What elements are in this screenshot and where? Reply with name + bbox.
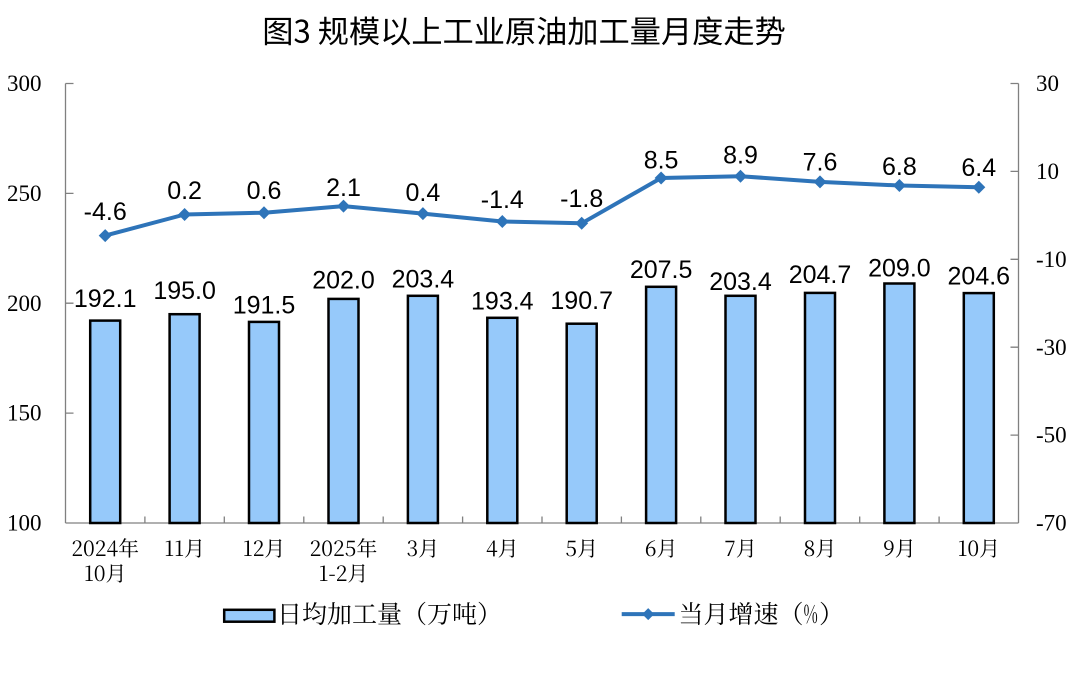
svg-text:-1.8: -1.8 xyxy=(560,185,603,213)
svg-text:191.5: 191.5 xyxy=(233,291,296,319)
svg-text:203.4: 203.4 xyxy=(392,265,455,293)
svg-text:150: 150 xyxy=(7,401,42,426)
svg-text:192.1: 192.1 xyxy=(74,285,137,313)
svg-text:2.1: 2.1 xyxy=(326,174,361,202)
svg-text:300: 300 xyxy=(7,71,42,96)
svg-text:-10: -10 xyxy=(1036,247,1067,272)
svg-text:250: 250 xyxy=(7,181,42,206)
svg-text:-70: -70 xyxy=(1036,511,1067,536)
svg-text:6.8: 6.8 xyxy=(882,153,917,181)
svg-text:-4.6: -4.6 xyxy=(84,198,127,226)
svg-text:-50: -50 xyxy=(1036,423,1067,448)
svg-text:-30: -30 xyxy=(1036,335,1067,360)
svg-text:8.5: 8.5 xyxy=(644,147,679,175)
svg-text:204.7: 204.7 xyxy=(789,261,852,289)
svg-text:209.0: 209.0 xyxy=(868,254,931,282)
svg-text:100: 100 xyxy=(7,511,42,536)
svg-text:202.0: 202.0 xyxy=(312,266,375,294)
svg-text:-1.4: -1.4 xyxy=(481,186,524,214)
svg-text:204.6: 204.6 xyxy=(948,262,1011,290)
svg-text:0.2: 0.2 xyxy=(167,177,202,205)
svg-text:7.6: 7.6 xyxy=(803,149,838,177)
svg-text:30: 30 xyxy=(1036,71,1059,96)
svg-text:190.7: 190.7 xyxy=(550,287,613,315)
svg-text:0.6: 0.6 xyxy=(247,177,282,205)
svg-text:195.0: 195.0 xyxy=(153,277,216,305)
svg-text:200: 200 xyxy=(7,291,42,316)
svg-text:207.5: 207.5 xyxy=(630,256,693,284)
svg-text:193.4: 193.4 xyxy=(471,288,534,316)
svg-text:203.4: 203.4 xyxy=(709,268,772,296)
svg-text:6.4: 6.4 xyxy=(961,154,996,182)
svg-text:8.9: 8.9 xyxy=(723,141,758,169)
svg-text:10: 10 xyxy=(1036,159,1059,184)
svg-text:0.4: 0.4 xyxy=(406,179,441,207)
